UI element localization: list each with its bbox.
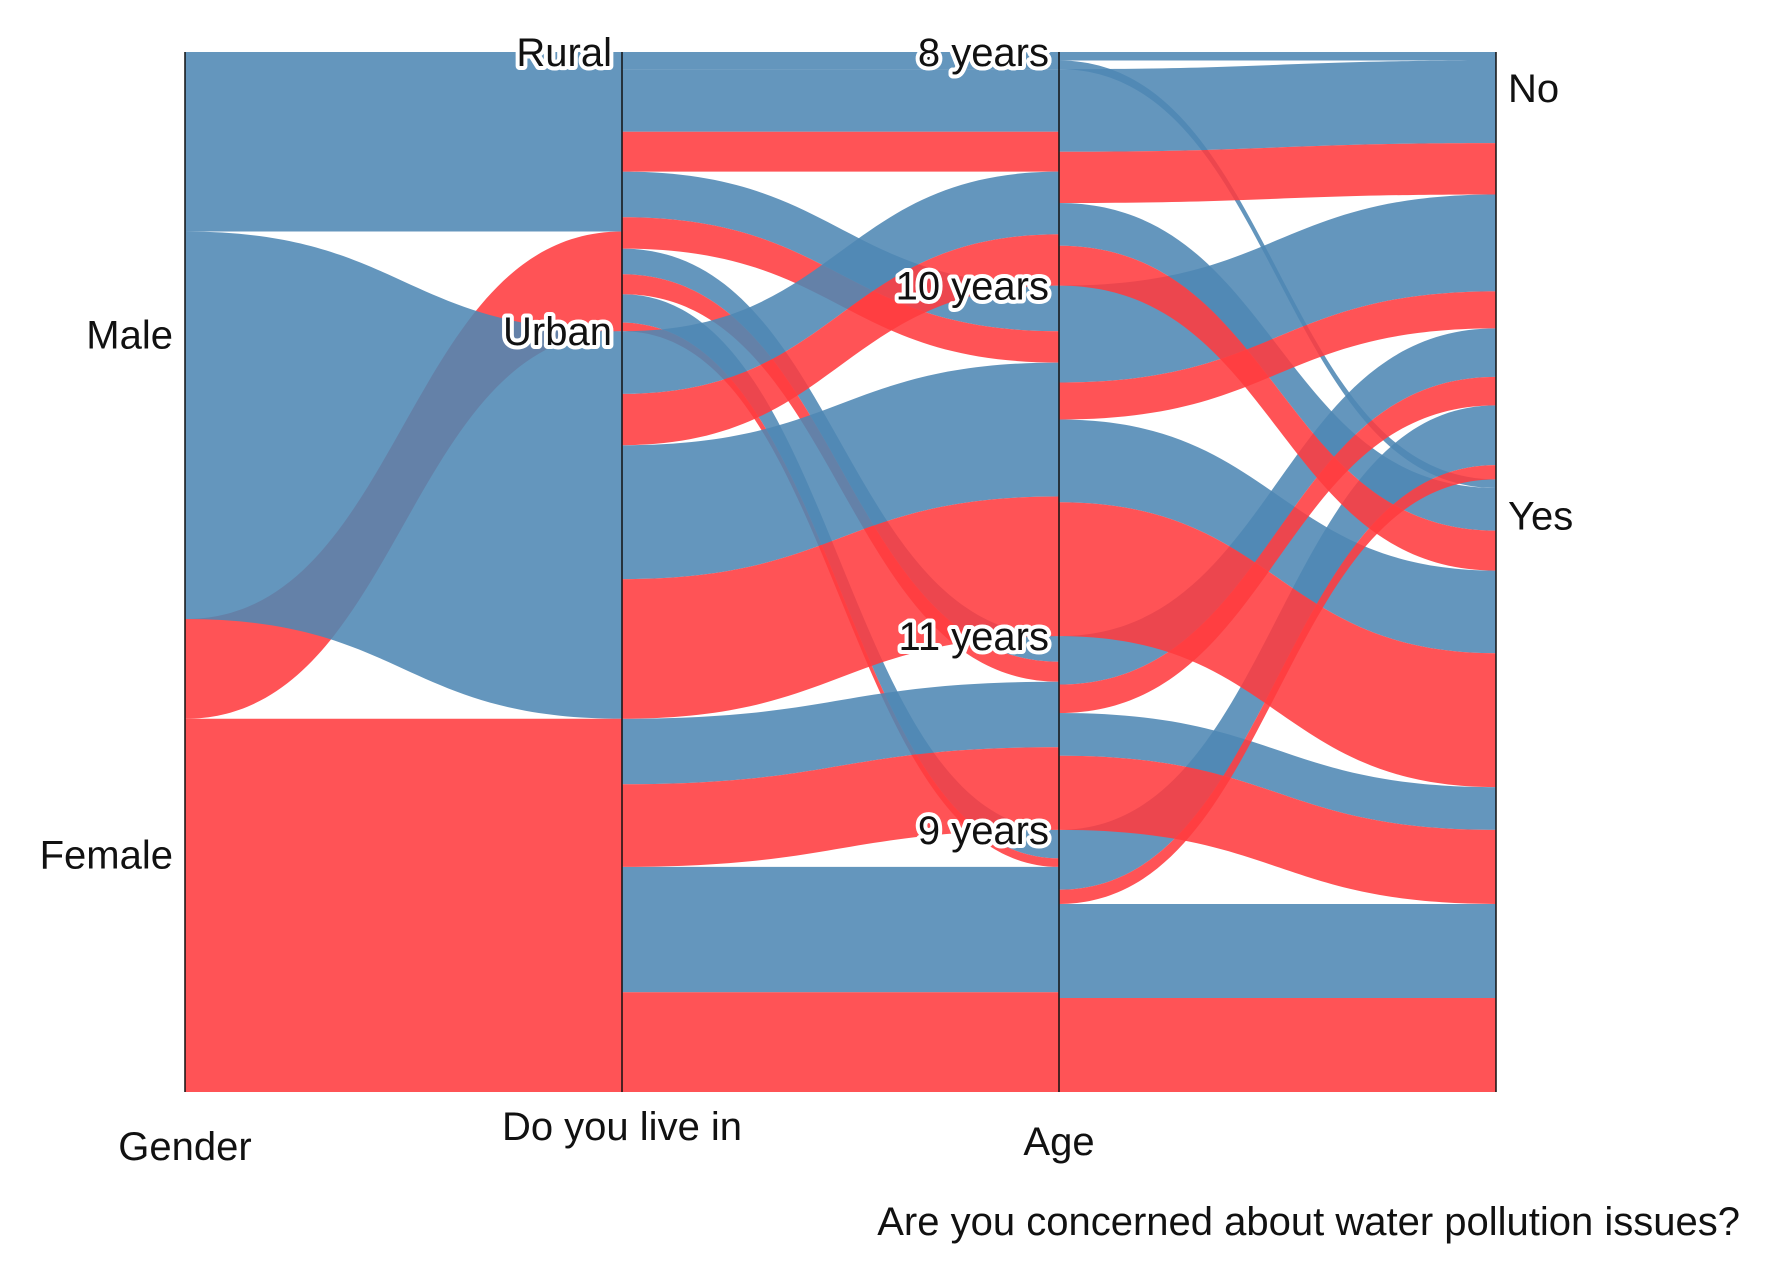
axes-layer bbox=[184, 52, 1497, 1092]
ribbon-female-urban-to-10-years bbox=[622, 496, 1059, 719]
ribbon-male-9-years-to-yes bbox=[1059, 903, 1496, 998]
ribbon-female-8-years-to-yes bbox=[1059, 245, 1496, 571]
ribbon-female-rural-to-8-years bbox=[622, 131, 1059, 172]
ribbon-female-11-years-to-no bbox=[1059, 376, 1496, 714]
ribbon-male-urban-to-8-years bbox=[622, 171, 1059, 394]
ribbon-female-10-years-to-yes bbox=[1059, 502, 1496, 788]
ribbons-layer bbox=[185, 52, 1496, 1092]
ribbon-female-urban-to-9-years bbox=[622, 992, 1059, 1092]
category-label-female: Female bbox=[40, 834, 173, 878]
category-label-11-years: 11 years bbox=[899, 615, 1049, 659]
ribbon-female-female-to-urban bbox=[185, 718, 622, 1092]
axis-title-gender: Gender bbox=[118, 1125, 251, 1169]
ribbon-male-10-years-to-no bbox=[1059, 194, 1496, 383]
ribbon-female-11-years-to-yes bbox=[1059, 755, 1496, 904]
axis-title-concern: Are you concerned about water pollution … bbox=[877, 1200, 1740, 1244]
ribbon-male-11-years-to-yes bbox=[1059, 713, 1496, 830]
ribbon-male-rural-to-8-years bbox=[622, 69, 1059, 132]
ribbon-male-11-years-to-no bbox=[1059, 328, 1496, 685]
ribbon-male-urban-to-9-years bbox=[622, 866, 1059, 993]
ribbon-male-rural-to-7-years bbox=[622, 52, 1059, 70]
category-label-male: Male bbox=[86, 314, 173, 358]
axis-title-live: Do you live in bbox=[502, 1105, 742, 1149]
category-label-9-years: 9 years bbox=[918, 809, 1049, 853]
ribbon-female-10-years-to-no bbox=[1059, 291, 1496, 420]
ribbon-female-9-years-to-yes bbox=[1059, 997, 1496, 1092]
category-label-yes: Yes bbox=[1508, 494, 1573, 538]
category-label-no: No bbox=[1508, 67, 1559, 111]
ribbon-female-9-years-to-no bbox=[1059, 465, 1496, 904]
ribbon-male-8-years-to-no bbox=[1059, 60, 1496, 152]
axis-title-age: Age bbox=[1023, 1120, 1094, 1164]
category-label-8-years: 8 years bbox=[918, 31, 1049, 75]
category-label-rural: Rural bbox=[516, 31, 612, 75]
ribbon-female-urban-to-11-years bbox=[622, 747, 1059, 867]
ribbon-male-urban-to-11-years bbox=[622, 681, 1059, 785]
ribbon-male-male-to-rural bbox=[185, 52, 622, 232]
category-label-7-years: 7 years bbox=[918, 31, 1049, 75]
ribbon-female-urban-to-8-years bbox=[622, 234, 1059, 446]
category-label-10-years: 10 years bbox=[896, 265, 1049, 309]
ribbon-male-male-to-urban bbox=[185, 231, 622, 719]
ribbon-female-8-years-to-no bbox=[1059, 143, 1496, 204]
category-label-urban: Urban bbox=[503, 310, 612, 354]
ribbon-male-urban-to-10-years bbox=[622, 362, 1059, 580]
ribbon-male-7-years-to-no bbox=[1059, 52, 1496, 61]
